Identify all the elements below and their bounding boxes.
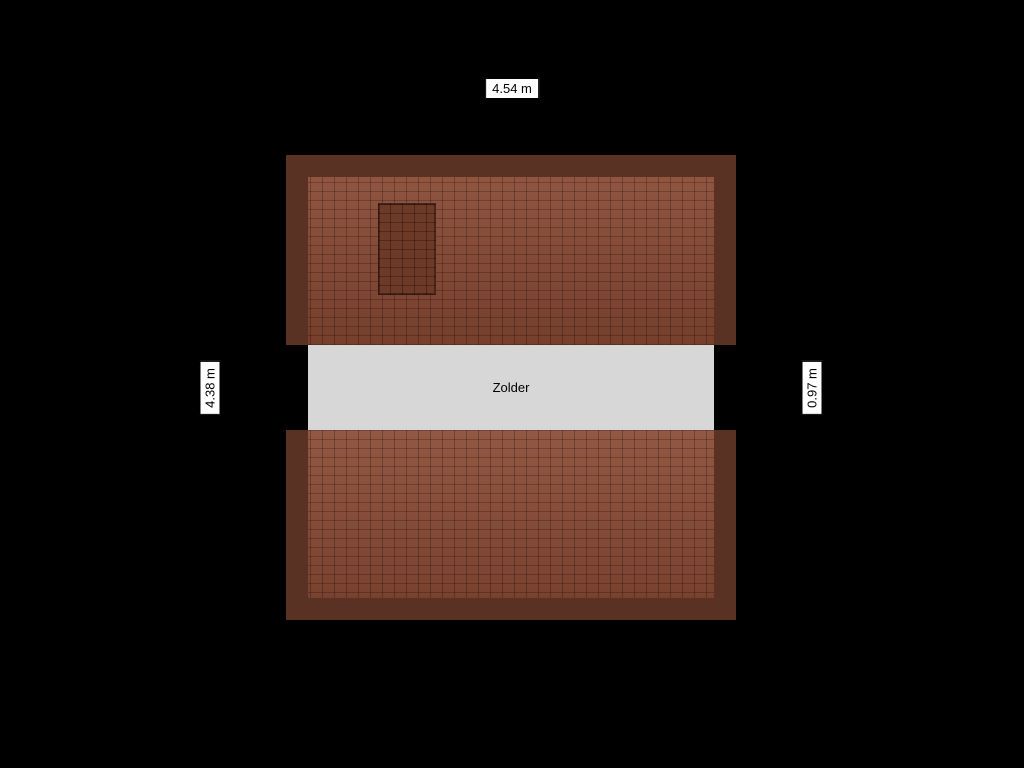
floorplan: Zolder <box>286 155 736 620</box>
roof-bottom <box>286 430 736 620</box>
room-zolder: Zolder <box>308 345 714 430</box>
dimension-right: 0.97 m <box>802 361 823 415</box>
gap-left <box>286 345 308 430</box>
roof-top-border <box>286 155 736 345</box>
gap-right <box>714 345 736 430</box>
roof-top <box>286 155 736 345</box>
skylight <box>378 203 436 295</box>
roof-bottom-border <box>286 430 736 620</box>
room-label-zolder: Zolder <box>493 380 530 395</box>
dimension-left: 4.38 m <box>200 361 221 415</box>
dimension-top: 4.54 m <box>485 78 539 99</box>
